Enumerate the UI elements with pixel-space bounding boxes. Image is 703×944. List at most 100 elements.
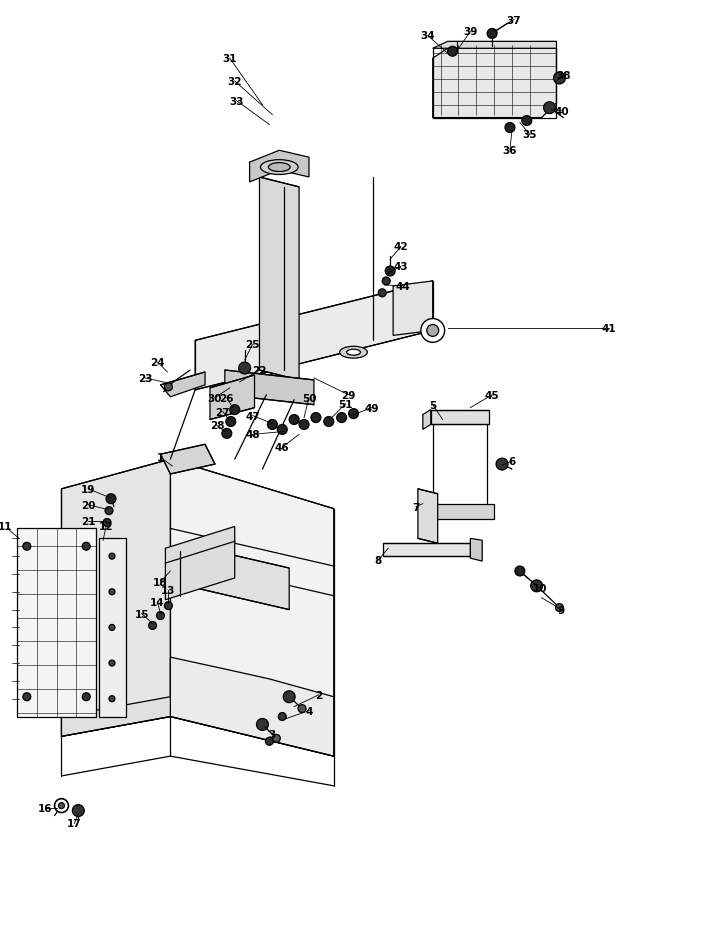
- Polygon shape: [250, 151, 309, 183]
- Text: 37: 37: [507, 15, 521, 25]
- Text: 12: 12: [99, 522, 113, 531]
- Ellipse shape: [271, 366, 298, 379]
- Text: 42: 42: [394, 242, 408, 252]
- Circle shape: [109, 625, 115, 631]
- Polygon shape: [383, 544, 470, 557]
- Text: 44: 44: [396, 281, 411, 292]
- Polygon shape: [428, 504, 494, 519]
- Circle shape: [427, 325, 439, 337]
- Circle shape: [109, 661, 115, 666]
- Circle shape: [378, 290, 386, 297]
- Circle shape: [148, 622, 157, 630]
- Text: 7: 7: [412, 502, 420, 512]
- Circle shape: [82, 693, 90, 701]
- Text: 8: 8: [375, 555, 382, 565]
- Circle shape: [230, 405, 240, 415]
- Circle shape: [278, 713, 286, 720]
- Polygon shape: [99, 539, 126, 716]
- Text: 34: 34: [420, 31, 435, 42]
- Circle shape: [109, 553, 115, 560]
- Text: 40: 40: [554, 107, 569, 116]
- Circle shape: [72, 805, 84, 817]
- Circle shape: [448, 47, 458, 58]
- Circle shape: [23, 693, 31, 701]
- Text: 38: 38: [556, 71, 571, 81]
- Text: 45: 45: [485, 391, 499, 400]
- Circle shape: [283, 691, 295, 703]
- Polygon shape: [170, 657, 334, 756]
- Polygon shape: [433, 49, 557, 118]
- Text: 14: 14: [150, 597, 165, 607]
- Circle shape: [106, 495, 116, 504]
- Text: 51: 51: [338, 399, 353, 410]
- Polygon shape: [195, 547, 289, 610]
- Text: 36: 36: [503, 146, 517, 156]
- Text: 48: 48: [245, 430, 260, 440]
- Polygon shape: [259, 177, 299, 380]
- Text: 10: 10: [532, 583, 547, 593]
- Text: 50: 50: [302, 394, 316, 403]
- Polygon shape: [470, 539, 482, 562]
- Text: 30: 30: [207, 394, 222, 403]
- Circle shape: [103, 519, 111, 527]
- Circle shape: [23, 543, 31, 550]
- Circle shape: [272, 734, 280, 743]
- Text: 43: 43: [394, 261, 408, 272]
- Circle shape: [165, 383, 172, 392]
- Circle shape: [382, 278, 390, 286]
- Circle shape: [531, 581, 543, 592]
- Text: 22: 22: [252, 365, 266, 376]
- Text: 39: 39: [463, 27, 477, 38]
- Polygon shape: [431, 411, 489, 425]
- Circle shape: [487, 29, 497, 40]
- Ellipse shape: [347, 350, 361, 356]
- Text: 46: 46: [275, 443, 290, 453]
- Polygon shape: [393, 281, 433, 336]
- Text: 23: 23: [138, 374, 153, 383]
- Text: 47: 47: [245, 412, 260, 421]
- Circle shape: [105, 507, 113, 515]
- Polygon shape: [195, 281, 433, 391]
- Circle shape: [299, 420, 309, 430]
- Circle shape: [349, 409, 359, 419]
- Circle shape: [298, 705, 306, 713]
- Polygon shape: [433, 42, 557, 49]
- Ellipse shape: [277, 370, 291, 376]
- Text: 21: 21: [81, 516, 96, 526]
- Text: 9: 9: [558, 605, 565, 615]
- Polygon shape: [61, 460, 170, 736]
- Polygon shape: [61, 697, 170, 736]
- Text: 41: 41: [602, 324, 617, 334]
- Polygon shape: [423, 411, 431, 430]
- Text: 17: 17: [67, 818, 82, 829]
- Text: 13: 13: [161, 585, 176, 595]
- Circle shape: [522, 116, 531, 126]
- Circle shape: [58, 802, 65, 809]
- Ellipse shape: [340, 346, 368, 359]
- Text: 3: 3: [269, 730, 276, 739]
- Text: 28: 28: [209, 421, 224, 431]
- Text: 29: 29: [342, 391, 356, 400]
- Text: 35: 35: [522, 130, 537, 141]
- Text: 4: 4: [305, 706, 313, 716]
- Circle shape: [421, 319, 444, 343]
- Circle shape: [239, 362, 250, 375]
- Text: 18: 18: [153, 578, 168, 587]
- Circle shape: [385, 267, 395, 277]
- Text: 20: 20: [81, 500, 96, 510]
- Polygon shape: [418, 489, 438, 544]
- Circle shape: [267, 420, 277, 430]
- Text: 11: 11: [0, 522, 13, 531]
- Circle shape: [324, 417, 334, 427]
- Text: 1: 1: [157, 453, 164, 463]
- Text: 2: 2: [315, 690, 323, 700]
- Circle shape: [257, 718, 269, 731]
- Circle shape: [109, 696, 115, 702]
- Circle shape: [337, 413, 347, 423]
- Circle shape: [82, 543, 90, 550]
- Circle shape: [555, 604, 563, 612]
- Text: 24: 24: [150, 358, 165, 368]
- Circle shape: [496, 459, 508, 470]
- Polygon shape: [160, 373, 205, 397]
- Polygon shape: [225, 371, 314, 405]
